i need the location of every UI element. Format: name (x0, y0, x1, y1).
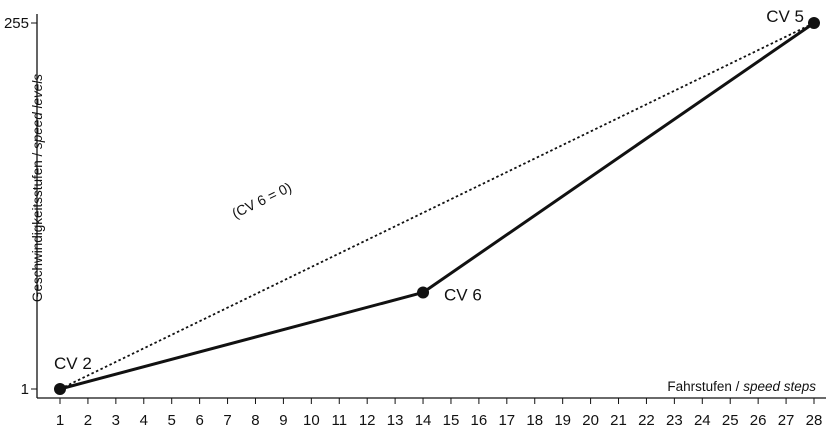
y-axis-title-italic: speed levels (30, 74, 45, 149)
y-tick-label: 255 (4, 15, 29, 32)
x-tick-label: 26 (750, 412, 767, 429)
data-point (417, 286, 430, 299)
x-tick-label: 10 (303, 412, 320, 429)
x-tick-label: 2 (84, 412, 92, 429)
x-tick-label: 18 (526, 412, 543, 429)
data-point (54, 383, 66, 395)
y-tick-label: 1 (21, 381, 29, 398)
x-tick-label: 1 (56, 412, 64, 429)
labels-layer: Geschwindigkeitsstufen / speed levels Fah… (30, 7, 816, 394)
y-axis-title: Geschwindigkeitsstufen / speed levels (30, 74, 45, 302)
x-axis-title-italic: speed steps (743, 379, 816, 394)
x-axis-title-main: Fahrstufen / (667, 379, 743, 394)
x-tick-label: 12 (359, 412, 376, 429)
annotation-label: (CV 6 = 0) (229, 179, 294, 221)
y-axis-title-main: Geschwindigkeitsstufen / (30, 149, 45, 302)
x-tick-label: 25 (722, 412, 739, 429)
x-tick-label: 16 (471, 412, 488, 429)
axes: 1 2 3 4 5 6 7 8 9 10 11 12 13 14 15 16 17 18 19 20 21 22 23 24 2… (4, 14, 826, 429)
x-tick-label: 23 (666, 412, 683, 429)
x-tick-label: 24 (694, 412, 711, 429)
x-tick-label: 11 (331, 412, 347, 429)
x-tick-label: 19 (554, 412, 571, 429)
series-layer (54, 17, 820, 395)
x-tick-label: 7 (223, 412, 231, 429)
x-tick-label: 8 (251, 412, 259, 429)
x-tick-label: 4 (140, 412, 148, 429)
x-tick-label: 14 (415, 412, 432, 429)
x-tick-label: 27 (778, 412, 795, 429)
x-tick-label: 13 (387, 412, 404, 429)
x-tick-label: 5 (168, 412, 176, 429)
x-tick-label: 6 (195, 412, 203, 429)
x-tick-label: 20 (582, 412, 599, 429)
x-tick-label: 21 (610, 412, 627, 429)
x-tick-label: 28 (806, 412, 823, 429)
x-tick-label: 3 (112, 412, 120, 429)
data-point (808, 17, 820, 29)
data-point-label: CV 2 (54, 354, 92, 373)
data-point-label: CV 5 (766, 7, 804, 26)
x-axis-title: Fahrstufen / speed steps (667, 379, 816, 394)
x-tick-label: 22 (638, 412, 655, 429)
x-tick-label: 9 (279, 412, 287, 429)
x-tick-label: 17 (498, 412, 515, 429)
data-point-label: CV 6 (444, 285, 482, 304)
series-line-dotted (59, 22, 815, 390)
x-tick-label: 15 (443, 412, 460, 429)
